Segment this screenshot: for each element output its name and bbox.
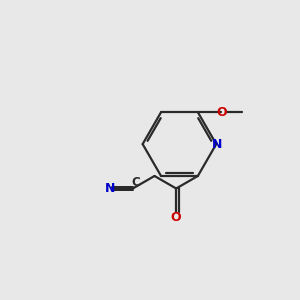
Text: C: C <box>131 176 140 189</box>
Text: N: N <box>212 138 222 151</box>
Text: O: O <box>216 106 227 119</box>
Text: O: O <box>171 211 181 224</box>
Text: N: N <box>105 182 115 195</box>
